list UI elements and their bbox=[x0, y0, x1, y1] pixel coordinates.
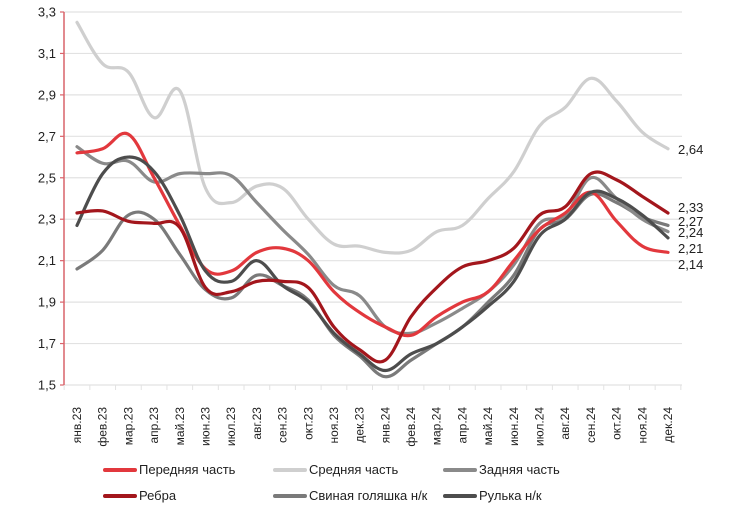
end-label: 2,27 bbox=[678, 214, 703, 229]
x-tick-label: сен.24 bbox=[584, 407, 598, 443]
x-tick-label: окт.23 bbox=[301, 407, 315, 440]
legend-item-rear: Задняя часть bbox=[443, 462, 560, 477]
series-line-2 bbox=[75, 145, 670, 336]
x-tick-label: мар.23 bbox=[121, 407, 135, 446]
x-tick-label: дек.24 bbox=[661, 407, 675, 443]
legend-swatch bbox=[103, 467, 137, 472]
y-tick-label: 1,9 bbox=[38, 295, 56, 310]
legend-swatch bbox=[273, 467, 307, 472]
legend-swatch bbox=[103, 493, 137, 498]
x-axis-ticks: янв.23 фев.23 мар.23 апр.23 май.23 июн.23 июл.… bbox=[63, 385, 682, 447]
end-label: 2,64 bbox=[678, 142, 703, 157]
y-tick-label: 3,1 bbox=[38, 46, 56, 61]
legend-label: Ребра bbox=[139, 488, 177, 503]
x-tick-label: фев.24 bbox=[404, 407, 418, 447]
legend-label: Свиная голяшка н/к bbox=[309, 488, 428, 503]
y-tick-label: 2,1 bbox=[38, 253, 56, 268]
series-line-5 bbox=[75, 155, 670, 373]
x-tick-label: июл.24 bbox=[533, 407, 547, 446]
x-tick-label: окт.24 bbox=[610, 407, 624, 440]
x-tick-label: ноя.24 bbox=[635, 407, 649, 444]
gridlines bbox=[64, 11, 682, 386]
x-tick-label: янв.23 bbox=[70, 407, 84, 444]
legend-label: Рулька н/к bbox=[479, 488, 542, 503]
x-tick-label: фев.23 bbox=[96, 407, 110, 447]
legend-item-ribs: Ребра bbox=[103, 488, 176, 503]
series-lines bbox=[75, 20, 670, 379]
legend-swatch bbox=[273, 493, 307, 498]
series-line-0 bbox=[75, 131, 670, 338]
x-tick-label: ноя.23 bbox=[327, 407, 341, 444]
x-tick-label: янв.24 bbox=[378, 407, 392, 444]
end-label: 2,14 bbox=[678, 257, 703, 272]
x-tick-label: апр.24 bbox=[455, 407, 469, 444]
end-label: 2,33 bbox=[678, 200, 703, 215]
y-tick-label: 1,7 bbox=[38, 336, 56, 351]
legend-swatch bbox=[443, 467, 477, 472]
legend-label: Передняя часть bbox=[139, 462, 236, 477]
x-tick-label: май.23 bbox=[173, 407, 187, 446]
y-tick-label: 2,9 bbox=[38, 87, 56, 102]
y-tick-label: 2,7 bbox=[38, 129, 56, 144]
legend-item-front: Передняя часть bbox=[103, 462, 235, 477]
y-axis-ticks: 3,3 3,1 2,9 2,7 2,5 2,3 2,1 1,9 1,7 1,5 bbox=[38, 5, 64, 393]
end-label: 2,24 bbox=[678, 225, 703, 240]
legend-swatch bbox=[443, 493, 477, 498]
x-tick-label: июн.24 bbox=[507, 407, 521, 446]
end-labels: 2,64 2,332,272,242,212,14 bbox=[678, 142, 703, 272]
y-tick-label: 2,3 bbox=[38, 212, 56, 227]
x-tick-label: авг.23 bbox=[250, 407, 264, 440]
x-tick-label: мар.24 bbox=[430, 407, 444, 446]
line-chart: 3,3 3,1 2,9 2,7 2,5 2,3 2,1 1,9 1,7 1,5 янв.23 фев… bbox=[38, 5, 703, 447]
series-line-1 bbox=[75, 20, 670, 255]
y-tick-label: 1,5 bbox=[38, 378, 56, 393]
y-tick-label: 3,3 bbox=[38, 5, 56, 20]
x-tick-label: сен.23 bbox=[276, 407, 290, 443]
legend-item-shank: Свиная голяшка н/к bbox=[273, 488, 427, 503]
x-tick-label: авг.24 bbox=[558, 407, 572, 440]
x-tick-label: июн.23 bbox=[198, 407, 212, 446]
series-line-3 bbox=[75, 170, 670, 364]
end-label: 2,21 bbox=[678, 241, 703, 256]
legend-item-knuckle: Рулька н/к bbox=[443, 488, 542, 503]
legend-label: Задняя часть bbox=[479, 462, 560, 477]
x-tick-label: май.24 bbox=[481, 407, 495, 446]
y-tick-label: 2,5 bbox=[38, 170, 56, 185]
x-tick-label: апр.23 bbox=[147, 407, 161, 444]
legend-label: Средняя часть bbox=[309, 462, 399, 477]
x-tick-label: дек.23 bbox=[353, 407, 367, 443]
x-tick-label: июл.23 bbox=[224, 407, 238, 446]
legend-item-middle: Средняя часть bbox=[273, 462, 398, 477]
